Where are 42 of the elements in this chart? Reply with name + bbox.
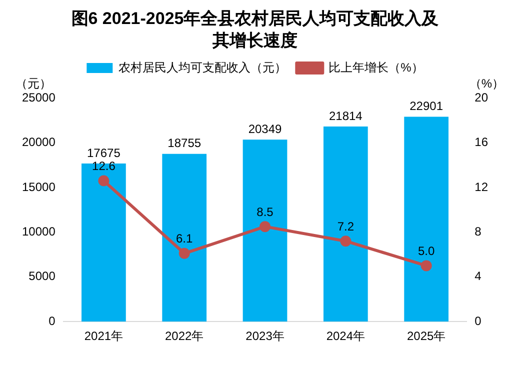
data-label: 5.0	[418, 244, 435, 258]
point	[260, 221, 271, 232]
y-tick-label: 10000	[22, 224, 56, 238]
chart-title: 图6 2021-2025年全县农村居民人均可支配收入及其增长速度	[70, 8, 440, 52]
y-tick-label: 20000	[22, 135, 56, 150]
bar	[323, 126, 368, 322]
y-tick-label: 0	[48, 314, 56, 328]
y2-tick-label: 0	[474, 314, 482, 328]
bar	[82, 164, 126, 322]
data-label: 20349	[248, 122, 282, 136]
y2-tick-label: 4	[474, 269, 482, 284]
legend-label: 比上年增长（%）	[328, 60, 424, 74]
x-tick-label: 2021年	[84, 329, 124, 344]
point	[420, 260, 432, 272]
bar	[162, 154, 207, 322]
y2-tick-label: 12	[474, 180, 488, 194]
y-tick-label: 25000	[22, 90, 56, 104]
y-axis-title: （元）	[15, 76, 52, 90]
data-label: 12.6	[92, 159, 116, 174]
data-label: 6.1	[176, 232, 194, 246]
point	[340, 236, 352, 247]
x-tick-label: 2023年	[246, 329, 284, 344]
data-label: 7.2	[337, 219, 354, 234]
x-tick-label: 2022年	[165, 329, 204, 344]
bar	[404, 116, 449, 322]
y-tick-label: 15000	[22, 180, 56, 194]
y2-tick-label: 20	[474, 90, 488, 104]
data-label: 21814	[328, 108, 363, 123]
data-label: 8.5	[256, 204, 274, 219]
y2-tick-label: 8	[474, 224, 482, 238]
bar	[242, 140, 288, 322]
data-label: 17675	[87, 146, 121, 160]
x-tick-label: 2025年	[406, 329, 446, 344]
point	[178, 248, 190, 259]
data-label: 18755	[168, 136, 202, 150]
point	[98, 175, 110, 186]
y2-tick-label: 16	[474, 135, 488, 150]
y-tick-label: 5000	[28, 269, 56, 284]
legend-label: 农村居民人均可支配收入（元）	[118, 60, 287, 74]
data-label: 22901	[410, 99, 444, 114]
y2-axis-title: （%）	[469, 76, 504, 90]
x-tick-label: 2024年	[326, 329, 366, 344]
